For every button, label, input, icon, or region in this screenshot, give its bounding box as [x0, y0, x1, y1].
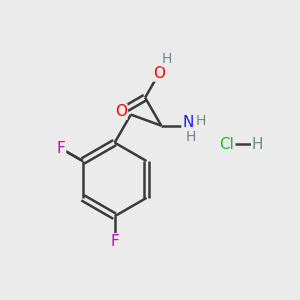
Text: F: F — [57, 141, 65, 156]
Text: O: O — [153, 66, 165, 81]
Text: H: H — [186, 130, 196, 144]
Text: Cl: Cl — [219, 136, 234, 152]
Text: O: O — [115, 104, 127, 119]
Text: H: H — [162, 52, 172, 66]
Text: N: N — [182, 115, 194, 130]
Text: H: H — [196, 114, 206, 128]
Text: H: H — [252, 136, 263, 152]
Text: F: F — [110, 234, 119, 249]
